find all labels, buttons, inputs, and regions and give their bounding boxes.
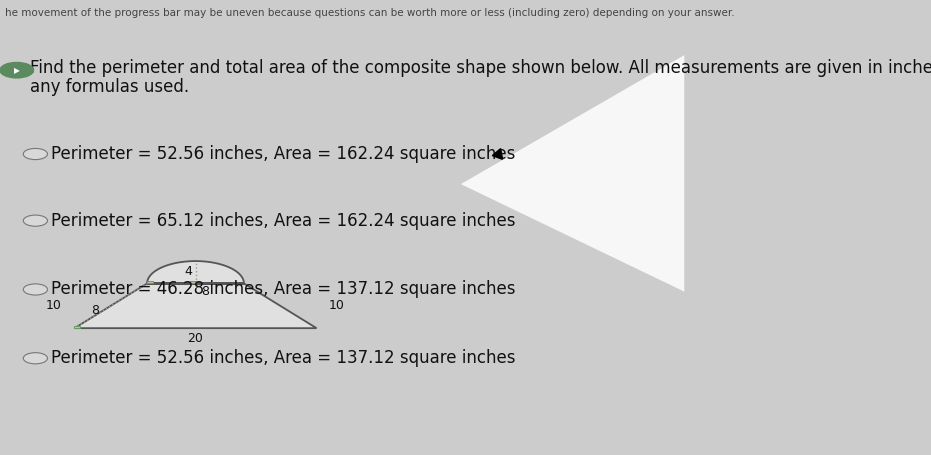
- Text: 8: 8: [201, 285, 209, 298]
- Text: Perimeter = 65.12 inches, Area = 162.24 square inches: Perimeter = 65.12 inches, Area = 162.24 …: [51, 212, 516, 230]
- Text: Find the perimeter and total area of the composite shape shown below. All measur: Find the perimeter and total area of the…: [30, 59, 931, 77]
- Circle shape: [23, 284, 47, 295]
- Text: 20: 20: [187, 333, 204, 345]
- Circle shape: [23, 353, 47, 364]
- Text: ▶: ▶: [14, 66, 20, 75]
- Text: he movement of the progress bar may be uneven because questions can be worth mor: he movement of the progress bar may be u…: [5, 8, 735, 17]
- Text: 8: 8: [91, 303, 99, 317]
- Polygon shape: [74, 283, 317, 328]
- Text: Perimeter = 52.56 inches, Area = 137.12 square inches: Perimeter = 52.56 inches, Area = 137.12 …: [51, 349, 516, 367]
- Polygon shape: [461, 55, 684, 292]
- Circle shape: [0, 62, 34, 78]
- Circle shape: [23, 215, 47, 226]
- Text: Perimeter = 52.56 inches, Area = 162.24 square inches: Perimeter = 52.56 inches, Area = 162.24 …: [51, 145, 516, 163]
- Circle shape: [23, 148, 47, 160]
- Text: Perimeter = 46.28 inches, Area = 137.12 square inches: Perimeter = 46.28 inches, Area = 137.12 …: [51, 280, 516, 298]
- Polygon shape: [147, 261, 244, 283]
- Bar: [147, 281, 153, 283]
- Bar: [74, 326, 80, 328]
- Text: any formulas used.: any formulas used.: [30, 78, 189, 96]
- Text: 10: 10: [329, 299, 345, 312]
- Bar: [190, 281, 196, 283]
- Text: 10: 10: [46, 299, 62, 312]
- Text: 4: 4: [184, 265, 192, 278]
